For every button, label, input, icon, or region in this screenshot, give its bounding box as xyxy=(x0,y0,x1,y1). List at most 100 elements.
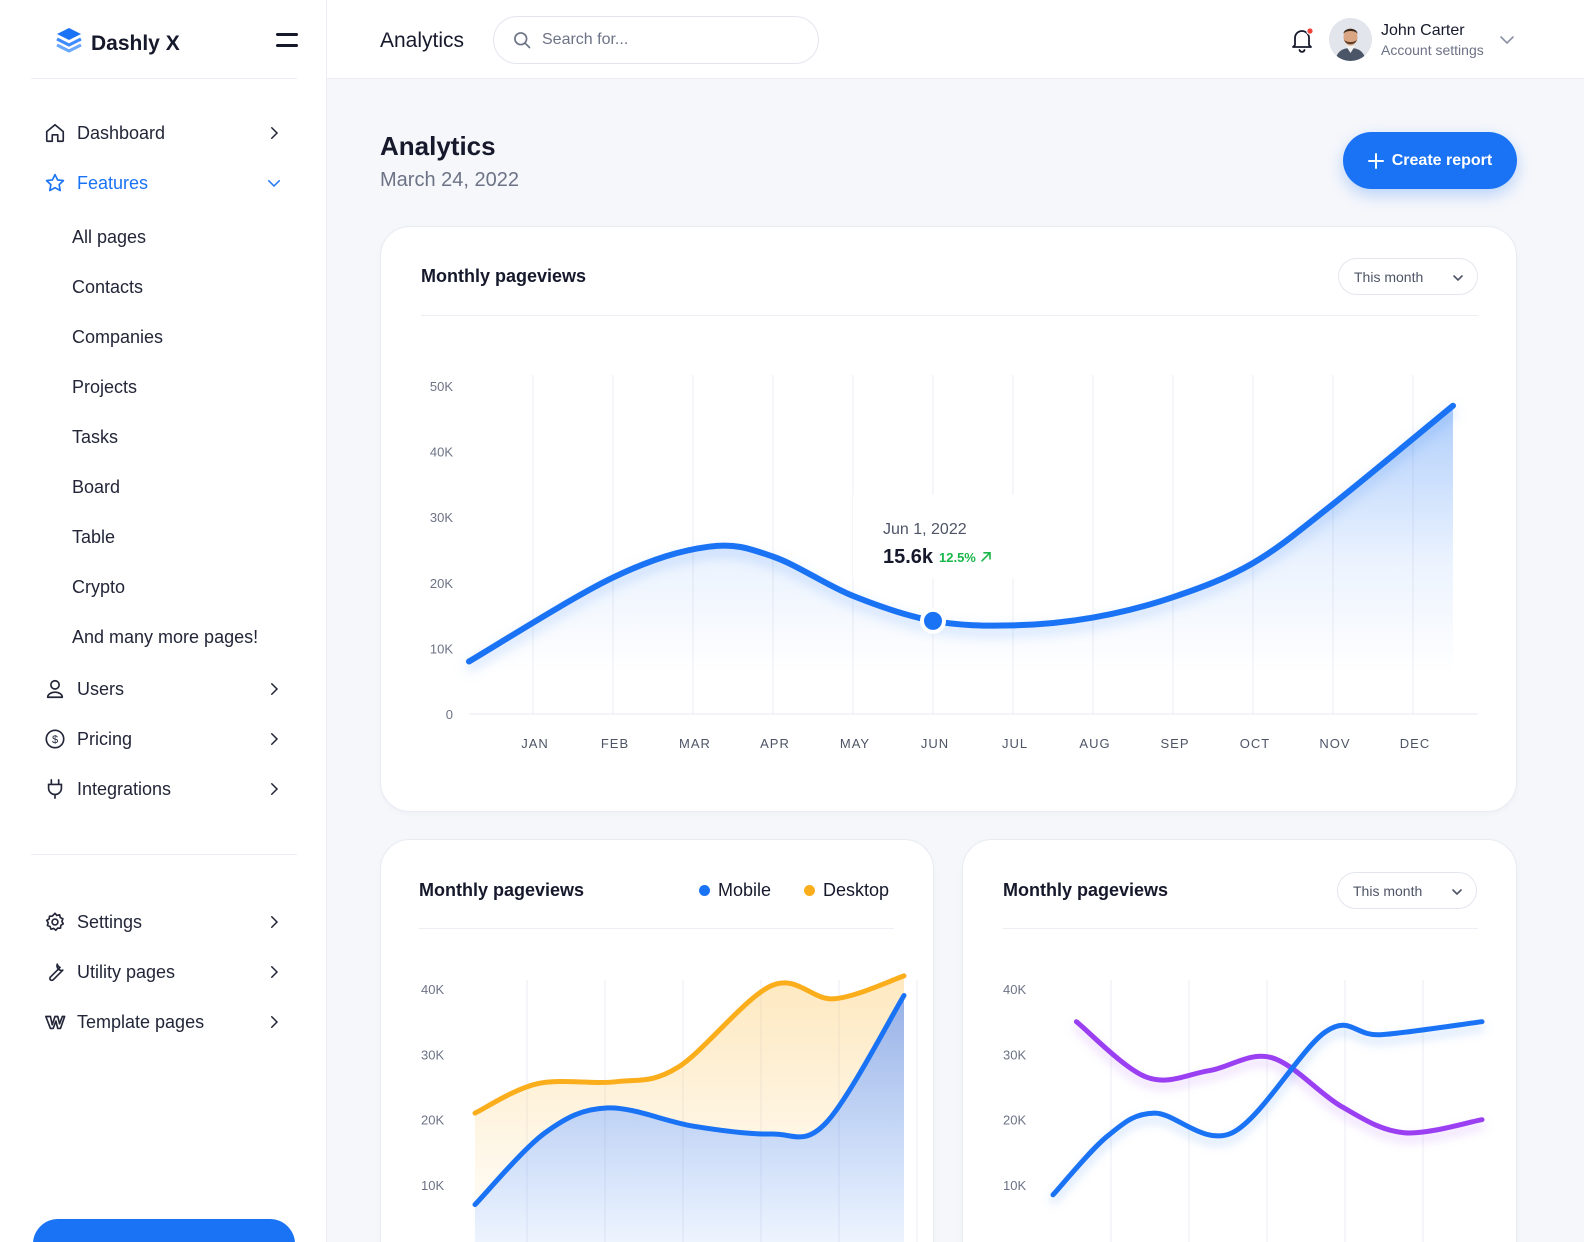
highlight-point[interactable] xyxy=(920,607,946,634)
y-tick-label: 20K xyxy=(1003,1113,1026,1128)
topbar-title: Analytics xyxy=(380,29,465,52)
legend-dot-desktop xyxy=(804,885,815,896)
sidebar-item-label: Users xyxy=(77,678,125,699)
card-title: Monthly pageviews xyxy=(421,266,587,286)
comparison-chart: 10K 20K 30K 40K xyxy=(1003,980,1485,1242)
sidebar-bottom-button[interactable] xyxy=(33,1219,295,1242)
star-icon xyxy=(43,171,67,195)
sidebar-item-settings[interactable]: Settings xyxy=(43,905,283,939)
sidebar-divider xyxy=(31,78,297,79)
dollar-circle-icon: $ xyxy=(43,727,67,751)
y-tick-label: 40K xyxy=(430,445,453,460)
desktop-line xyxy=(472,973,907,1116)
main-area-chart: 0 10K 20K 30K 40K 50K JAN FEB MAR APR MAY JUN JUL AU… xyxy=(430,375,1478,751)
user-name[interactable]: John Carter xyxy=(1381,22,1465,39)
sidebar-item-label: Settings xyxy=(77,911,143,932)
x-tick-label: AUG xyxy=(1079,736,1110,751)
period-select[interactable]: This month xyxy=(1338,258,1478,295)
legend-mobile: Mobile xyxy=(699,880,771,901)
chevron-right-icon xyxy=(271,783,279,795)
sidebar-divider xyxy=(31,854,297,855)
card-divider xyxy=(421,315,1478,316)
sidebar-subitem-contacts[interactable]: Contacts xyxy=(72,277,144,297)
sidebar-subitem-more-pages[interactable]: And many more pages! xyxy=(72,627,259,647)
search-box[interactable] xyxy=(493,16,819,64)
sidebar-item-features[interactable]: Features xyxy=(43,166,283,200)
legend-label: Desktop xyxy=(823,880,890,900)
chevron-down-icon[interactable] xyxy=(1499,34,1515,46)
x-tick-label: SEP xyxy=(1160,736,1189,751)
sidebar-item-label: Dashboard xyxy=(77,122,166,143)
create-report-label: Create report xyxy=(1391,151,1493,169)
card-title: Monthly pageviews xyxy=(419,880,585,900)
menu-toggle-icon[interactable] xyxy=(276,31,298,49)
svg-text:$: $ xyxy=(52,734,58,746)
chevron-right-icon xyxy=(271,916,279,928)
plug-icon xyxy=(43,777,67,801)
legend-desktop: Desktop xyxy=(804,880,889,901)
search-icon xyxy=(514,32,531,49)
sidebar-subitem-board[interactable]: Board xyxy=(72,477,121,497)
sidebar-item-users[interactable]: Users xyxy=(43,672,283,706)
x-tick-label: JAN xyxy=(521,736,549,751)
tooltip-date: Jun 1, 2022 xyxy=(883,521,967,538)
x-tick-label: JUL xyxy=(1002,736,1028,751)
sidebar-subitem-table[interactable]: Table xyxy=(72,527,116,547)
sidebar-item-integrations[interactable]: Integrations xyxy=(43,772,283,806)
sidebar-item-template-pages[interactable]: Template pages xyxy=(43,1005,283,1039)
sidebar-subitem-all-pages[interactable]: All pages xyxy=(72,227,147,247)
chevron-down-icon xyxy=(1452,889,1462,896)
sidebar: Dashly X Dashboard Features All pages Co… xyxy=(0,0,327,1242)
card-divider xyxy=(419,928,894,929)
y-tick-label: 10K xyxy=(1003,1178,1026,1193)
comparison-card: Monthly pageviews This month 10K 20K 30K 40… xyxy=(962,839,1517,1242)
chevron-right-icon xyxy=(271,127,279,139)
avatar[interactable] xyxy=(1329,18,1372,61)
user-icon xyxy=(43,677,67,701)
y-tick-label: 40K xyxy=(421,982,444,997)
tooltip-value: 15.6k xyxy=(883,546,934,568)
create-report-button[interactable]: Create report xyxy=(1343,132,1517,189)
brand[interactable]: Dashly X xyxy=(55,26,180,61)
sidebar-subitem-companies[interactable]: Companies xyxy=(72,327,164,347)
notification-bell-icon[interactable] xyxy=(1290,26,1316,54)
sidebar-subitem-crypto[interactable]: Crypto xyxy=(72,577,126,597)
y-tick-label: 10K xyxy=(430,641,453,656)
tooltip-change: 12.5% xyxy=(939,550,976,565)
sidebar-item-label: Integrations xyxy=(77,778,172,799)
search-input[interactable] xyxy=(542,31,792,49)
y-tick-label: 30K xyxy=(1003,1047,1026,1062)
account-settings-link[interactable]: Account settings xyxy=(1381,42,1484,58)
gear-icon xyxy=(43,910,67,934)
legend-label: Mobile xyxy=(718,880,772,900)
sidebar-item-dashboard[interactable]: Dashboard xyxy=(43,116,283,150)
chevron-right-icon xyxy=(271,733,279,745)
x-tick-label: DEC xyxy=(1400,736,1430,751)
brand-name: Dashly X xyxy=(91,31,180,55)
y-tick-label: 0 xyxy=(446,707,453,722)
x-tick-label: MAY xyxy=(840,736,870,751)
sidebar-item-label: Pricing xyxy=(77,728,133,749)
pageviews-line xyxy=(466,402,1456,665)
sidebar-subitem-tasks[interactable]: Tasks xyxy=(72,427,119,447)
desktop-area xyxy=(475,975,904,1205)
webflow-icon xyxy=(43,1010,67,1034)
x-tick-label: FEB xyxy=(601,736,629,751)
topbar: Analytics John Carter Account settings xyxy=(327,0,1584,79)
card-divider xyxy=(1003,928,1478,929)
x-tick-label: JUN xyxy=(921,736,949,751)
sidebar-subitem-projects[interactable]: Projects xyxy=(72,377,138,397)
period-select[interactable]: This month xyxy=(1337,872,1477,909)
sidebar-item-utility-pages[interactable]: Utility pages xyxy=(43,955,283,989)
chevron-down-icon xyxy=(1453,275,1463,282)
legend-dot-mobile xyxy=(699,885,710,896)
sidebar-item-pricing[interactable]: $ Pricing xyxy=(43,722,283,756)
monthly-pageviews-card: Monthly pageviews This month 0 10K 20K 30K 4… xyxy=(380,226,1517,812)
mobile-desktop-chart: 10K 20K 30K 40K xyxy=(421,973,918,1242)
arrow-up-right-icon xyxy=(981,552,991,562)
plus-icon xyxy=(1367,152,1384,169)
y-tick-label: 30K xyxy=(421,1047,444,1062)
logo-icon xyxy=(55,26,83,61)
chevron-down-icon xyxy=(268,180,280,188)
period-select-value: This month xyxy=(1353,882,1423,899)
